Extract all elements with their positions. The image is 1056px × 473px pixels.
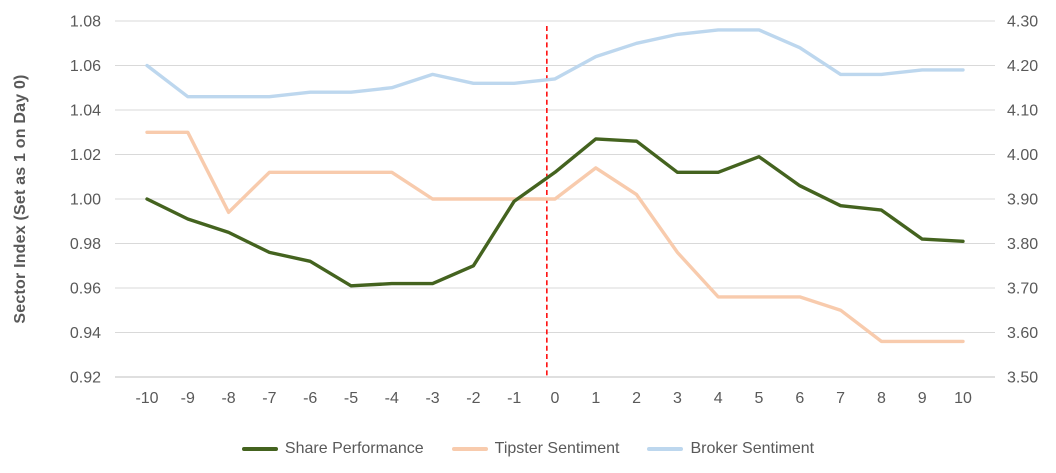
legend-swatch-broker-sentiment bbox=[647, 447, 684, 451]
legend-item-tipster-sentiment: Tipster Sentiment bbox=[451, 440, 620, 457]
plot-area: 1.08 1.06 1.04 1.02 1.00 0.98 0.96 0.94 0.92 4.30… bbox=[70, 14, 1038, 408]
right-axis-tick-label: 3.90 bbox=[1007, 192, 1038, 209]
left-axis-tick-label: 1.02 bbox=[70, 147, 101, 164]
right-axis-tick-label: 3.50 bbox=[1007, 370, 1038, 387]
x-axis-tick-label: 0 bbox=[551, 390, 560, 407]
x-axis-tick-label: 2 bbox=[632, 390, 641, 407]
right-axis-tick-label: 4.20 bbox=[1007, 58, 1038, 75]
left-axis-tick-label: 1.06 bbox=[70, 58, 101, 75]
right-axis-tick-label: 3.60 bbox=[1007, 325, 1038, 342]
x-axis-tick-label: -8 bbox=[221, 390, 235, 407]
left-axis-tick-label: 1.04 bbox=[70, 103, 101, 120]
right-axis-tick-label: 4.30 bbox=[1007, 14, 1038, 31]
right-axis-tick-label: 3.80 bbox=[1007, 236, 1038, 253]
left-axis-tick-label: 1.08 bbox=[70, 14, 101, 31]
legend: Share Performance Tipster Sentiment Broker… bbox=[0, 441, 1056, 457]
left-axis-tick-label: 0.94 bbox=[70, 325, 101, 342]
series-line-tipster-sentiment bbox=[145, 130, 965, 344]
series-line-share-performance bbox=[145, 137, 965, 288]
x-axis-tick-label: 1 bbox=[591, 390, 600, 407]
x-axis-tick-label: 10 bbox=[954, 390, 972, 407]
x-axis-tick-label: 5 bbox=[755, 390, 764, 407]
left-axis-tick-label: 0.96 bbox=[70, 281, 101, 298]
right-axis-tick-label: 3.70 bbox=[1007, 281, 1038, 298]
legend-item-share-performance: Share Performance bbox=[241, 440, 424, 457]
x-axis-tick-label: -5 bbox=[344, 390, 358, 407]
legend-label: Share Performance bbox=[284, 440, 424, 457]
x-axis-tick-label: -9 bbox=[181, 390, 195, 407]
x-axis-tick-label: 4 bbox=[714, 390, 723, 407]
right-axis-tick-label: 4.10 bbox=[1007, 103, 1038, 120]
legend-label: Tipster Sentiment bbox=[494, 440, 620, 457]
left-axis-title: Sector Index (Set as 1 on Day 0) bbox=[12, 74, 29, 324]
left-axis-tick-label: 0.98 bbox=[70, 236, 101, 253]
x-axis-tick-label: 7 bbox=[836, 390, 845, 407]
x-axis-tick-label: -7 bbox=[262, 390, 276, 407]
x-axis-tick-label: -3 bbox=[425, 390, 439, 407]
left-axis-tick-label: 1.00 bbox=[70, 192, 101, 209]
legend-item-broker-sentiment: Broker Sentiment bbox=[647, 441, 814, 457]
legend-swatch-tipster-sentiment bbox=[451, 447, 488, 451]
x-axis-tick-label: 8 bbox=[877, 390, 886, 407]
x-axis-tick-label: 6 bbox=[795, 390, 804, 407]
x-axis-tick-label: -4 bbox=[385, 390, 399, 407]
left-axis-tick-label: 0.92 bbox=[70, 370, 101, 387]
x-axis-tick-label: -10 bbox=[135, 390, 158, 407]
x-axis-tick-label: -2 bbox=[466, 390, 480, 407]
right-axis-tick-label: 4.00 bbox=[1007, 147, 1038, 164]
x-axis-tick-label: -6 bbox=[303, 390, 317, 407]
legend-label: Broker Sentiment bbox=[690, 440, 815, 457]
series-line-broker-sentiment bbox=[145, 28, 965, 99]
legend-swatch-share-performance bbox=[241, 447, 278, 451]
x-axis-tick-label: -1 bbox=[507, 390, 521, 407]
x-axis-tick-label: 9 bbox=[918, 390, 927, 407]
x-axis-tick-label: 3 bbox=[673, 390, 682, 407]
